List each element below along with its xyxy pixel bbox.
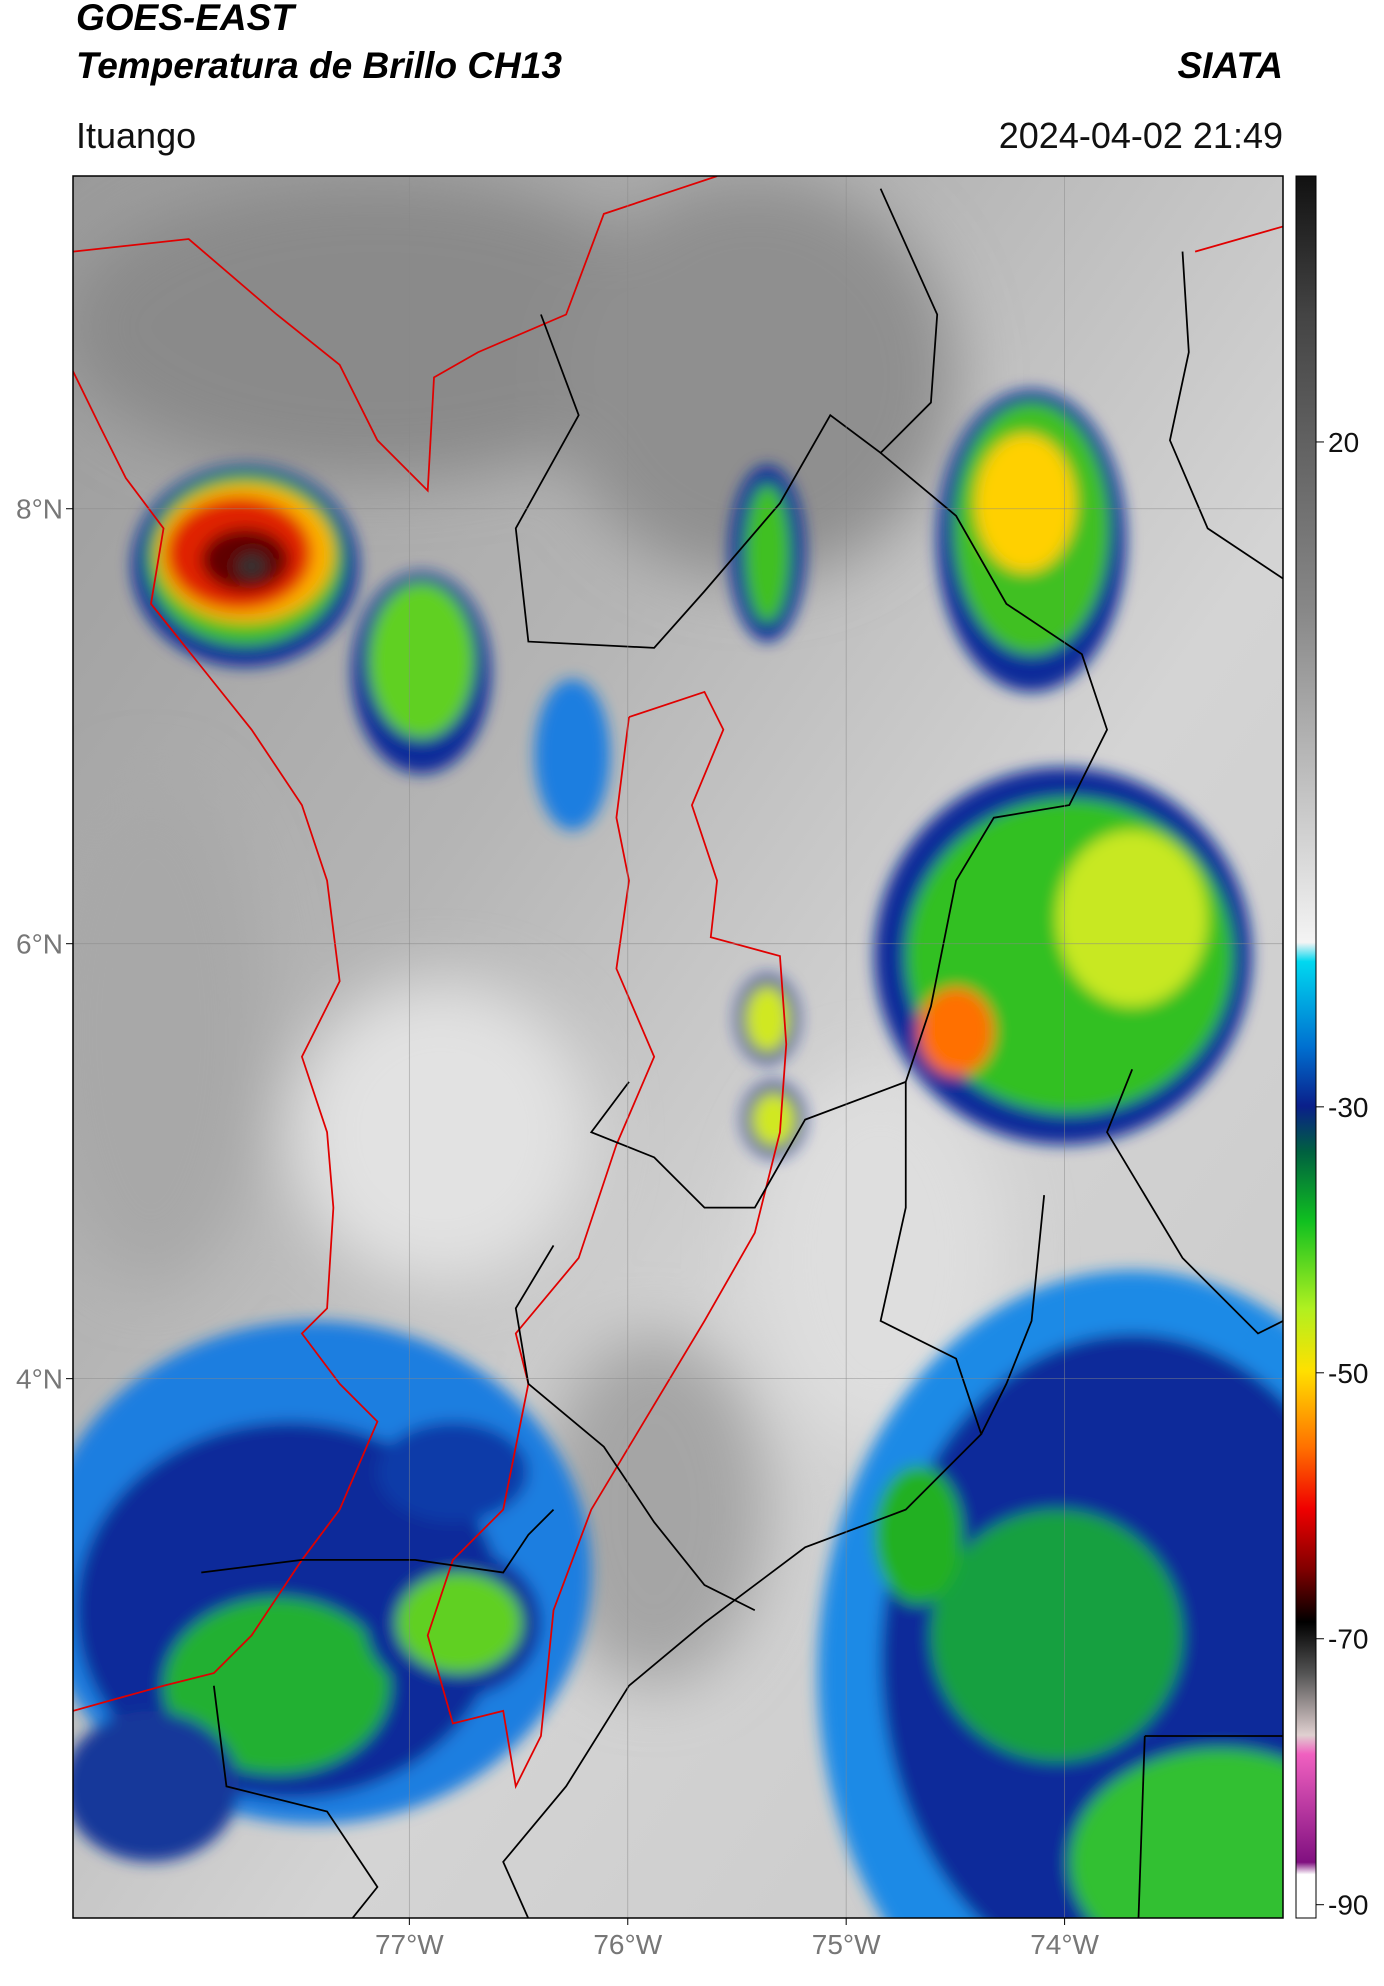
map-frame xyxy=(72,175,1284,1919)
y-tick-label: 8°N xyxy=(16,494,63,525)
colorbar xyxy=(1295,175,1317,1919)
colorbar-ticks: 20 -30 -50 -70 -90 xyxy=(1316,427,1368,1921)
grid: 77°W 76°W 75°W 74°W 8°N 6°N 4°N xyxy=(16,176,1283,1960)
x-tick-label: 75°W xyxy=(812,1929,881,1960)
x-tick-label: 76°W xyxy=(593,1929,662,1960)
title: GOES-EAST xyxy=(76,0,297,38)
colorbar-tick-label: -70 xyxy=(1328,1624,1368,1655)
datetime: 2024-04-02 21:49 xyxy=(999,115,1283,156)
colorbar-tick-label: -30 xyxy=(1328,1092,1368,1123)
subtitle: Temperatura de Brillo CH13 xyxy=(76,45,562,86)
y-tick-label: 6°N xyxy=(16,929,63,960)
y-tick-label: 4°N xyxy=(16,1364,63,1395)
map-image xyxy=(73,176,1283,1918)
x-tick-label: 77°W xyxy=(375,1929,444,1960)
x-tick-label: 74°W xyxy=(1030,1929,1099,1960)
colorbar-tick-label: -90 xyxy=(1328,1890,1368,1921)
colorbar-tick-label: 20 xyxy=(1328,427,1359,458)
organization: SIATA xyxy=(1177,45,1283,86)
colorbar-tick-label: -50 xyxy=(1328,1358,1368,1389)
location: Ituango xyxy=(76,115,196,156)
